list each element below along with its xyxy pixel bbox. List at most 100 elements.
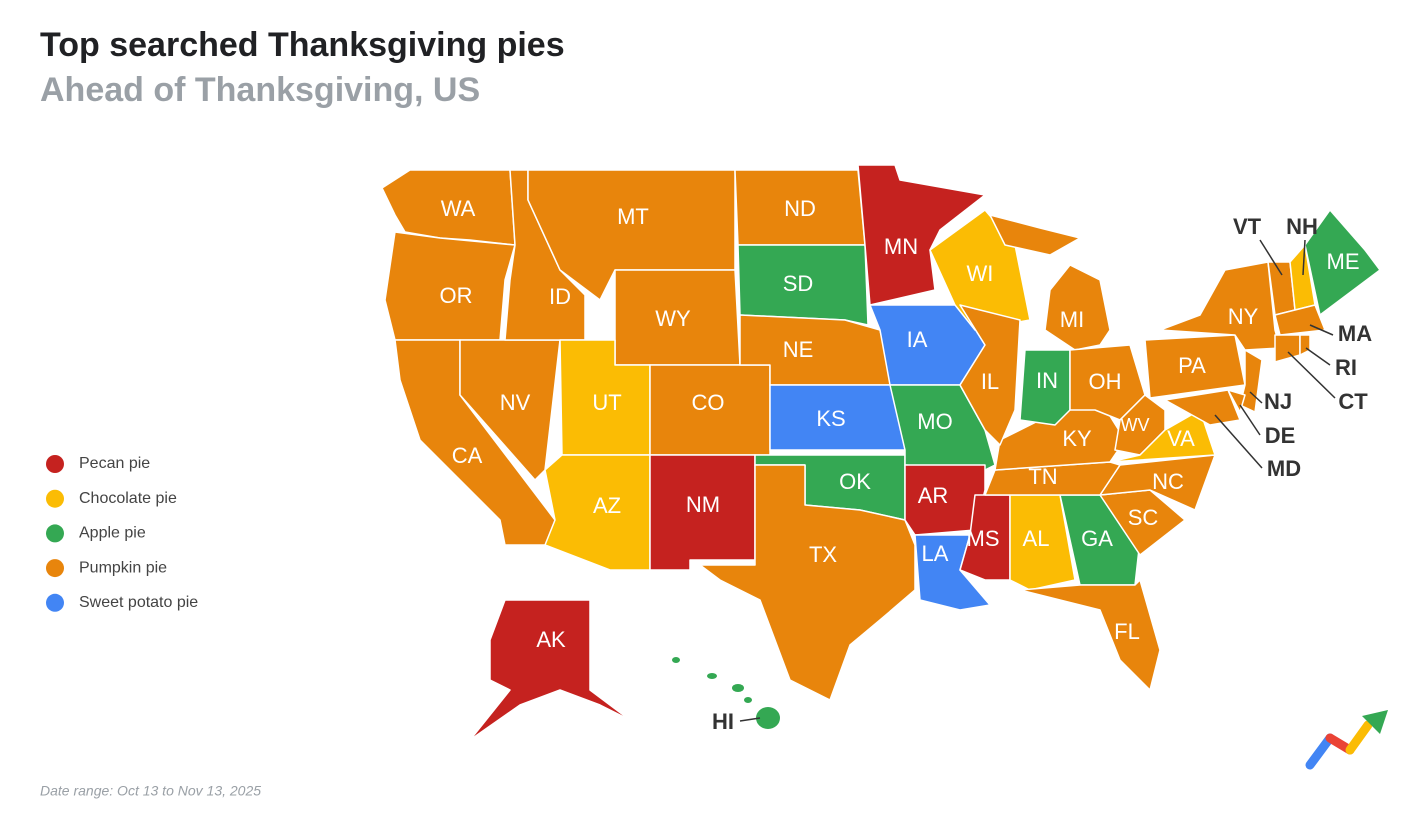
- state-label: WV: [1121, 415, 1150, 435]
- legend-label: Pecan pie: [79, 455, 150, 472]
- state-label: DE: [1265, 423, 1296, 448]
- state-label: ME: [1327, 249, 1360, 274]
- state-label: SD: [783, 271, 814, 296]
- state-label: CA: [452, 443, 483, 468]
- state-label: IA: [907, 327, 928, 352]
- state-label: NV: [500, 390, 531, 415]
- state-label: NC: [1152, 469, 1184, 494]
- legend-label: Chocolate pie: [79, 490, 177, 507]
- state: [1304, 209, 1381, 316]
- state: [1109, 409, 1216, 463]
- state-label: OK: [839, 469, 871, 494]
- state: [1239, 349, 1263, 413]
- state-label: MA: [1338, 321, 1372, 346]
- state: [857, 164, 986, 306]
- state-label: WI: [967, 261, 994, 286]
- state: [1159, 261, 1281, 351]
- state: [959, 304, 1021, 446]
- state: [1299, 334, 1311, 356]
- state-label: ID: [549, 284, 571, 309]
- legend-label: Pumpkin pie: [79, 559, 167, 576]
- state-label: MI: [1060, 307, 1084, 332]
- state-label: NJ: [1264, 389, 1292, 414]
- state-label: RI: [1335, 355, 1357, 380]
- state-labels: WA OR CA NV ID MT WY UT CO AZ NM ND SD N…: [440, 196, 1373, 734]
- leader-line: [1309, 324, 1334, 336]
- state-label: OR: [440, 283, 473, 308]
- state-label: VT: [1233, 214, 1262, 239]
- state: [1274, 334, 1301, 363]
- leader-line: [1259, 239, 1283, 276]
- state-label: MN: [884, 234, 918, 259]
- island: [756, 707, 780, 729]
- state-label: FL: [1114, 619, 1140, 644]
- island: [672, 657, 680, 663]
- legend-swatch: [46, 593, 64, 612]
- state-label: MD: [1267, 456, 1301, 481]
- state-label: HI: [712, 709, 734, 734]
- leader-line: [1287, 351, 1336, 399]
- state-label: OH: [1089, 369, 1122, 394]
- state-label: NM: [686, 492, 720, 517]
- state: [672, 657, 780, 729]
- island: [744, 697, 752, 703]
- state: [1019, 349, 1071, 426]
- leader-line: [1249, 391, 1263, 404]
- leader-line: [1214, 414, 1263, 469]
- state-label: WY: [655, 306, 691, 331]
- state-label: LA: [922, 541, 949, 566]
- state-label: IL: [981, 369, 999, 394]
- state-label: MT: [617, 204, 649, 229]
- state-label: SC: [1128, 505, 1159, 530]
- state-label: CO: [692, 390, 725, 415]
- state-label: GA: [1081, 526, 1113, 551]
- state-label: NH: [1286, 214, 1318, 239]
- legend-label: Sweet potato pie: [79, 594, 198, 611]
- state: [737, 244, 869, 326]
- state: [384, 231, 516, 341]
- state-label: NE: [783, 337, 814, 362]
- footnote: Date range: Oct 13 to Nov 13, 2025: [40, 783, 261, 799]
- state-label: VA: [1167, 426, 1195, 451]
- island: [732, 684, 744, 692]
- state-label: TX: [809, 542, 837, 567]
- leader-line: [1239, 404, 1261, 436]
- state: [1019, 579, 1161, 691]
- leader-line: [739, 717, 761, 722]
- state: [469, 599, 631, 741]
- state-label: UT: [592, 390, 621, 415]
- state-label: NY: [1228, 304, 1259, 329]
- state-label: TN: [1028, 464, 1057, 489]
- leader-line: [1305, 347, 1331, 366]
- state-label: CT: [1338, 389, 1368, 414]
- state-label: AK: [536, 627, 566, 652]
- state-label: MS: [967, 526, 1000, 551]
- state-label: AZ: [593, 493, 621, 518]
- title: Top searched Thanksgiving pies: [40, 26, 565, 64]
- logo: [1305, 710, 1388, 770]
- state-label: WA: [441, 196, 476, 221]
- state: [381, 169, 516, 246]
- state-label: ND: [784, 196, 816, 221]
- legend-swatch: [46, 489, 64, 508]
- state-label: MO: [917, 409, 952, 434]
- state: [699, 464, 916, 701]
- subtitle: Ahead of Thanksgiving, US: [40, 71, 480, 109]
- legend: Pecan pie Chocolate pie Apple pie Pumpkin p…: [46, 455, 198, 612]
- us-map: [381, 164, 1381, 741]
- state-label: KS: [816, 406, 845, 431]
- legend-swatch: [46, 524, 64, 543]
- state: [1164, 389, 1241, 426]
- state-label: PA: [1178, 353, 1206, 378]
- state: [1274, 304, 1326, 336]
- legend-swatch: [46, 455, 64, 473]
- state-label: KY: [1062, 426, 1092, 451]
- leader-line: [1302, 239, 1306, 276]
- legend-label: Apple pie: [79, 525, 146, 542]
- legend-swatch: [46, 559, 64, 578]
- state-label: IN: [1036, 368, 1058, 393]
- state-label: AR: [918, 483, 949, 508]
- state-label: AL: [1023, 526, 1050, 551]
